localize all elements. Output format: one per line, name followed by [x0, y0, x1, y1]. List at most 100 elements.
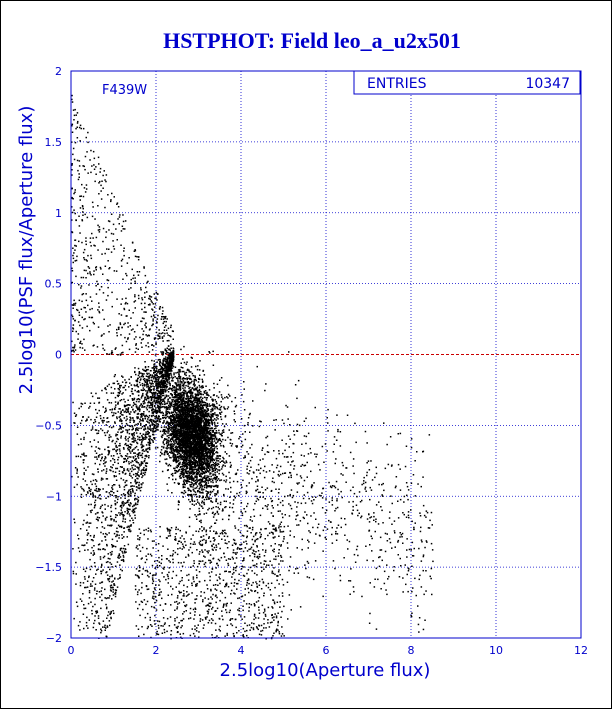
- data-point: [112, 580, 114, 582]
- data-point: [214, 408, 216, 410]
- data-point: [196, 430, 198, 432]
- data-point: [202, 415, 205, 417]
- data-point: [177, 379, 179, 382]
- data-point: [171, 492, 173, 494]
- data-point: [196, 455, 198, 458]
- data-point: [172, 421, 174, 424]
- data-point: [174, 469, 176, 472]
- data-point: [195, 421, 197, 423]
- data-point: [176, 460, 179, 462]
- data-point: [195, 446, 197, 448]
- data-point: [176, 470, 179, 473]
- data-point: [184, 452, 186, 454]
- data-point: [183, 492, 185, 495]
- data-point: [194, 436, 197, 438]
- data-point: [176, 435, 178, 437]
- data-point: [205, 418, 208, 420]
- data-point: [212, 429, 215, 432]
- data-point: [176, 391, 178, 393]
- data-point: [169, 444, 171, 447]
- data-point: [174, 454, 177, 456]
- data-point: [179, 423, 181, 425]
- data-point: [212, 431, 214, 434]
- data-point: [210, 486, 212, 489]
- data-point: [181, 404, 183, 406]
- data-point: [196, 451, 199, 454]
- data-point: [174, 392, 176, 395]
- data-point: [191, 410, 193, 412]
- data-point: [191, 462, 193, 464]
- data-point: [123, 514, 125, 517]
- data-point: [213, 440, 216, 442]
- data-point: [122, 414, 124, 416]
- data-point: [188, 429, 190, 431]
- data-point: [195, 379, 197, 382]
- data-point: [159, 430, 162, 433]
- data-point: [211, 441, 214, 443]
- data-point: [151, 414, 153, 417]
- data-point: [163, 451, 166, 454]
- data-point: [160, 412, 163, 414]
- data-point: [196, 402, 198, 405]
- data-point: [206, 491, 209, 493]
- data-point: [181, 491, 184, 494]
- data-point: [170, 388, 173, 391]
- data-point: [202, 467, 204, 469]
- data-point: [123, 486, 126, 488]
- data-point: [86, 616, 88, 619]
- data-point: [163, 401, 166, 403]
- data-point: [174, 428, 177, 431]
- data-point: [131, 438, 133, 440]
- data-point: [193, 397, 195, 399]
- data-point: [209, 432, 212, 434]
- data-point: [151, 382, 153, 384]
- data-point: [214, 433, 216, 435]
- data-point: [77, 538, 80, 540]
- data-point: [193, 412, 196, 414]
- data-point: [189, 418, 191, 420]
- data-point: [203, 428, 205, 431]
- data-point: [184, 444, 186, 447]
- data-point: [170, 417, 172, 420]
- data-point: [203, 433, 206, 435]
- data-point: [175, 459, 177, 461]
- data-point: [194, 432, 197, 434]
- data-point: [183, 443, 185, 445]
- data-point: [197, 434, 199, 436]
- data-point: [207, 479, 209, 482]
- data-point: [193, 448, 195, 451]
- data-point: [214, 423, 216, 425]
- data-point: [213, 458, 215, 461]
- data-point: [80, 456, 82, 458]
- data-point: [174, 450, 176, 453]
- data-point: [180, 413, 182, 415]
- data-point: [183, 461, 185, 464]
- data-point: [207, 476, 209, 478]
- data-point: [193, 459, 195, 462]
- data-point: [180, 472, 183, 475]
- data-point: [195, 423, 197, 425]
- data-point: [196, 412, 198, 415]
- data-point: [163, 397, 166, 400]
- data-point: [174, 404, 176, 406]
- data-point: [120, 497, 122, 499]
- data-point: [184, 437, 186, 439]
- data-point: [185, 453, 188, 455]
- data-point: [194, 434, 197, 436]
- data-point: [81, 419, 83, 422]
- data-point: [113, 475, 115, 477]
- data-point: [165, 409, 168, 411]
- data-point: [201, 450, 204, 453]
- data-point: [185, 398, 188, 400]
- data-point: [192, 421, 194, 424]
- data-point: [170, 449, 172, 451]
- data-point: [165, 416, 167, 418]
- data-point: [183, 410, 185, 412]
- data-point: [200, 419, 203, 421]
- data-point: [163, 414, 165, 416]
- data-point: [200, 426, 202, 429]
- data-point: [167, 345, 170, 347]
- data-point: [152, 385, 154, 387]
- data-point: [172, 399, 175, 401]
- data-point: [180, 418, 183, 420]
